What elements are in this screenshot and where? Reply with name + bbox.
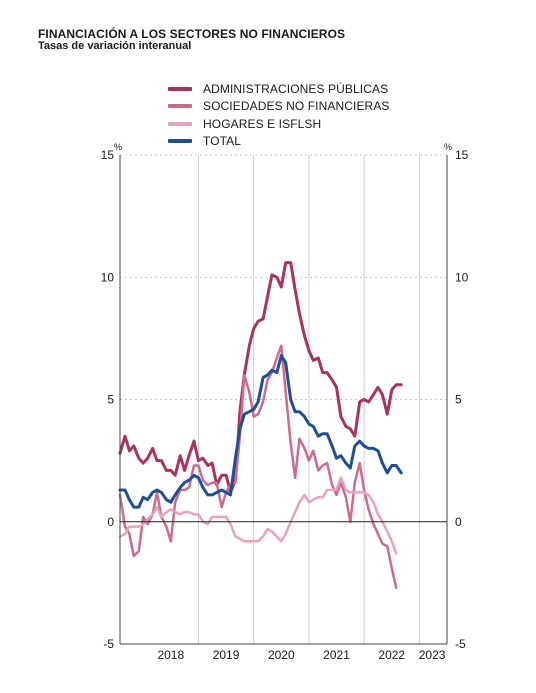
legend-swatch-total: [168, 139, 192, 144]
legend-swatch-administraciones: [168, 86, 192, 91]
series-layer: [118, 261, 403, 590]
series-line-0: [118, 261, 403, 494]
legend-swatch-hogares: [168, 121, 192, 126]
y-tick-label-left: 15: [101, 148, 115, 162]
grid-layer: [120, 154, 447, 644]
x-tick-label-2021: 2021: [323, 648, 350, 662]
legend-label-total: TOTAL: [203, 134, 242, 149]
series-line-1: [118, 344, 398, 590]
legend-label-hogares: HOGARES E ISFLSH: [203, 116, 322, 131]
unit-left: %: [114, 142, 122, 152]
y-tick-label-right: -5: [455, 637, 466, 651]
x-tick-label-2020: 2020: [268, 648, 295, 662]
series-line-2: [118, 476, 398, 555]
x-tick-label-2019: 2019: [213, 648, 240, 662]
y-tick-label-right: 0: [455, 515, 462, 529]
y-tick-label-right: 10: [455, 270, 469, 284]
x-tick-label-2022: 2022: [378, 648, 405, 662]
unit-right: %: [444, 142, 452, 152]
x-tick-label-2018: 2018: [157, 648, 184, 662]
legend-label-administraciones: ADMINISTRACIONES PÚBLICAS: [203, 81, 389, 96]
chart-subtitle: Tasas de variación interanual: [38, 40, 192, 52]
legend-item-hogares: HOGARES E ISFLSH: [168, 115, 390, 133]
series-line-3: [118, 354, 403, 509]
y-tick-label-right: 5: [455, 393, 462, 407]
y-tick-label-right: 15: [455, 148, 469, 162]
legend-item-sociedades: SOCIEDADES NO FINANCIERAS: [168, 98, 390, 116]
y-tick-label-left: 5: [107, 393, 114, 407]
legend-item-administraciones: ADMINISTRACIONES PÚBLICAS: [168, 80, 390, 98]
x-tick-label-2023: 2023: [419, 648, 446, 662]
legend: ADMINISTRACIONES PÚBLICAS SOCIEDADES NO …: [168, 80, 390, 150]
legend-swatch-sociedades: [168, 104, 192, 109]
y-tick-label-left: 0: [107, 515, 114, 529]
axis-layer: 15 15 10 10 5 5 0 0 -5 -5% % 2018 2019 2020 2021 2022 20…: [101, 142, 469, 662]
y-tick-label-left: -5: [103, 637, 114, 651]
chart-title: FINANCIACIÓN A LOS SECTORES NO FINANCIER…: [38, 27, 346, 41]
legend-item-total: TOTAL: [168, 133, 390, 151]
y-tick-label-left: 10: [101, 270, 115, 284]
legend-label-sociedades: SOCIEDADES NO FINANCIERAS: [203, 99, 390, 114]
